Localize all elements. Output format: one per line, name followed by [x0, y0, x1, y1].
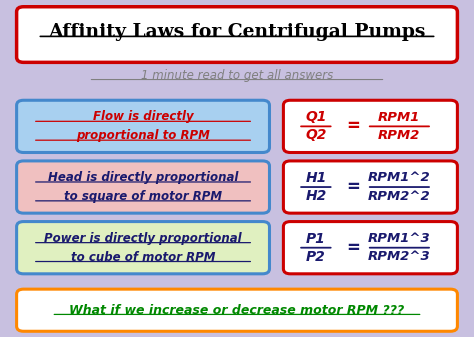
- Text: to square of motor RPM: to square of motor RPM: [64, 190, 222, 203]
- Text: =: =: [346, 178, 360, 196]
- Text: RPM2: RPM2: [378, 129, 420, 142]
- Text: =: =: [346, 117, 360, 135]
- FancyBboxPatch shape: [283, 100, 457, 152]
- Text: Q1: Q1: [305, 110, 327, 124]
- FancyBboxPatch shape: [17, 289, 457, 331]
- FancyBboxPatch shape: [283, 222, 457, 274]
- Text: Head is directly proportional: Head is directly proportional: [48, 171, 238, 184]
- Text: RPM1^3: RPM1^3: [368, 232, 431, 245]
- FancyBboxPatch shape: [17, 161, 270, 213]
- Text: =: =: [346, 239, 360, 257]
- Text: RPM1: RPM1: [378, 111, 420, 124]
- Text: Affinity Laws for Centrifugal Pumps: Affinity Laws for Centrifugal Pumps: [48, 23, 426, 41]
- Text: Power is directly proportional: Power is directly proportional: [44, 232, 242, 245]
- Text: P2: P2: [306, 250, 326, 264]
- Text: RPM2^2: RPM2^2: [368, 190, 431, 203]
- Text: proportional to RPM: proportional to RPM: [76, 129, 210, 142]
- FancyBboxPatch shape: [17, 100, 270, 152]
- Text: H1: H1: [305, 171, 327, 185]
- Text: P1: P1: [306, 232, 326, 246]
- Text: H2: H2: [305, 189, 327, 203]
- FancyBboxPatch shape: [283, 161, 457, 213]
- FancyBboxPatch shape: [17, 7, 457, 62]
- Text: RPM1^2: RPM1^2: [368, 172, 431, 184]
- Text: RPM2^3: RPM2^3: [368, 250, 431, 263]
- FancyBboxPatch shape: [17, 222, 270, 274]
- Text: Flow is directly: Flow is directly: [93, 111, 193, 123]
- Text: to cube of motor RPM: to cube of motor RPM: [71, 251, 215, 264]
- Text: Q2: Q2: [305, 128, 327, 143]
- Text: What if we increase or decrease motor RPM ???: What if we increase or decrease motor RP…: [69, 304, 405, 317]
- Text: 1 minute read to get all answers: 1 minute read to get all answers: [141, 69, 333, 82]
